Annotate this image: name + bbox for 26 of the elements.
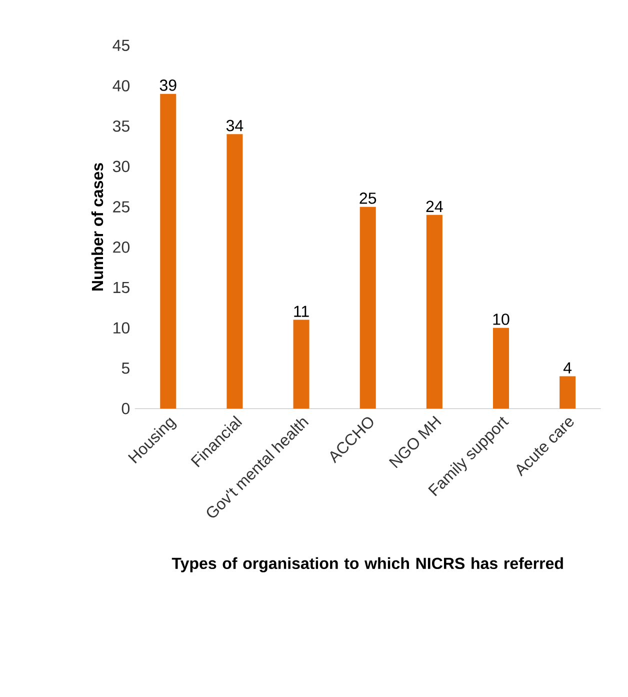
data-label: 4 <box>564 362 572 374</box>
y-tick-label: 30 <box>113 160 130 172</box>
bar <box>426 214 443 409</box>
x-axis-title: Types of organisation to which NICRS has referred <box>172 557 564 572</box>
y-tick-label: 10 <box>114 322 130 334</box>
y-tick-label: 25 <box>113 201 130 212</box>
data-label: 34 <box>226 120 244 132</box>
y-tick-label: 0 <box>122 402 130 414</box>
bar <box>160 94 176 409</box>
data-label: 11 <box>294 306 310 317</box>
data-label: 10 <box>494 314 510 325</box>
y-tick-label: 35 <box>113 120 130 132</box>
data-label: 24 <box>426 200 444 212</box>
bar <box>560 376 576 409</box>
y-tick-label: 15 <box>114 282 130 294</box>
y-tick-label: 20 <box>113 242 130 253</box>
data-label: 25 <box>360 192 376 204</box>
y-tick-label: 45 <box>112 40 130 51</box>
bar <box>226 134 243 409</box>
y-tick-label: 5 <box>122 362 130 374</box>
y-tick-label: 40 <box>112 80 130 92</box>
bar <box>493 328 510 409</box>
bar <box>360 206 376 409</box>
data-label: 39 <box>160 80 177 91</box>
y-axis-title: Number of cases <box>92 163 104 290</box>
bar <box>293 320 310 409</box>
